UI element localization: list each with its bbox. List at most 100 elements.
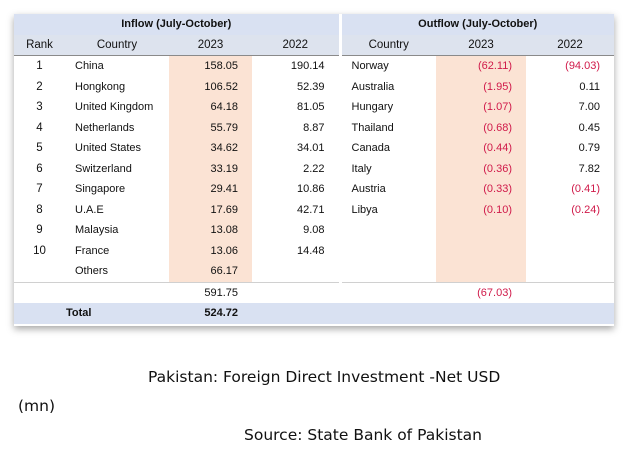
outflow-2023-header: 2023 (436, 34, 526, 56)
inflow-country-cell: Hongkong (75, 80, 126, 93)
outflow-2022-cell: 0.45 (578, 121, 601, 134)
outflow-2022-cell (526, 220, 614, 241)
outflow-2023-cell (436, 220, 526, 241)
table-row: 5 United States 34.62 34.01 Canada (0.44) 0.79 (14, 138, 614, 159)
inflow-country-cell: France (75, 244, 110, 257)
outflow-2023-cell: (0.44) (436, 138, 526, 159)
table-row: 7 Singapore 29.41 10.86 Austria (0.33) (0.41) (14, 179, 614, 200)
outflow-2022-cell (526, 261, 614, 282)
rank-cell: 6 (36, 162, 43, 175)
outflow-2022-cell: (0.24) (571, 203, 601, 216)
outflow-country-cell: Thailand (338, 117, 436, 138)
outflow-country-cell: Australia (338, 76, 436, 97)
table-row: 2 Hongkong 106.52 52.39 Australia (1.95) 0.11 (14, 76, 614, 97)
inflow-country-cell: China (75, 60, 104, 73)
inflow-2022-cell: 2.22 (303, 162, 325, 175)
outflow-2022-header: 2022 (526, 34, 615, 56)
outflow-2023-cell: (62.11) (436, 55, 526, 77)
inflow-header: Inflow (July-October) (14, 14, 340, 35)
inflow-2023-cell: 29.41 (169, 179, 252, 200)
inflow-2022-header: 2022 (252, 34, 340, 56)
outflow-2023-cell (436, 261, 526, 282)
inflow-2022-cell (252, 261, 340, 282)
inflow-2022-cell: 190.14 (290, 60, 325, 73)
outflow-2022-cell: 0.11 (579, 80, 601, 93)
outflow-2022-cell: (0.41) (571, 183, 601, 196)
outflow-2022-cell: 7.82 (578, 162, 601, 175)
outflow-2023-cell: (1.95) (436, 76, 526, 97)
outflow-2023-cell (436, 240, 526, 261)
total-row: Total 524.72 (14, 303, 615, 324)
table-row: Others 66.17 (14, 261, 614, 282)
caption-line-1: Pakistan: Foreign Direct Investment -Net… (148, 368, 501, 386)
inflow-2022-cell: 42.71 (296, 203, 325, 216)
table-body: 1 China 158.05 190.14 Norway (62.11) (94.03) 2 H… (14, 55, 615, 324)
rank-cell: 9 (36, 224, 43, 237)
rank-cell: 4 (36, 121, 43, 134)
outflow-country-cell: Italy (338, 158, 436, 179)
caption-line-2: (mn) (18, 397, 56, 415)
outflow-2022-cell: 7.00 (578, 101, 601, 114)
inflow-country-cell: U.A.E (75, 203, 104, 216)
inflow-2023-cell: 106.52 (169, 76, 252, 97)
outflow-country-cell: Libya (338, 199, 436, 220)
total-label: Total (14, 303, 169, 324)
outflow-country-cell (338, 220, 436, 241)
table-row: 10 France 13.06 14.48 (14, 240, 614, 262)
outflow-country-cell: Norway (338, 55, 436, 77)
rank-cell: 3 (36, 101, 43, 114)
outflow-country-cell: Hungary (338, 97, 436, 118)
outflow-country-cell: Austria (338, 179, 436, 200)
inflow-2023-cell: 34.62 (169, 138, 252, 159)
subtotal-outflow-2023: (67.03) (436, 281, 526, 303)
outflow-2023-cell: (0.10) (436, 199, 526, 220)
inflow-2022-cell: 81.05 (296, 101, 325, 114)
total-empty (252, 303, 615, 324)
inflow-country-cell: United States (75, 142, 142, 155)
outflow-country-cell (338, 261, 436, 282)
table-row: 1 China 158.05 190.14 Norway (62.11) (94.03) (14, 55, 614, 77)
total-value: 524.72 (169, 303, 252, 324)
inflow-2023-cell: 158.05 (169, 55, 252, 77)
inflow-country-cell: Others (75, 265, 109, 278)
inflow-country-cell: Singapore (75, 183, 126, 196)
table-row: 6 Switzerland 33.19 2.22 Italy (0.36) 7.82 (14, 158, 614, 179)
inflow-2023-cell: 55.79 (169, 117, 252, 138)
inflow-2022-cell: 14.48 (296, 244, 325, 257)
table-row: 9 Malaysia 13.08 9.08 (14, 220, 614, 241)
outflow-2023-cell: (0.36) (436, 158, 526, 179)
outflow-2022-cell: (94.03) (565, 60, 601, 73)
inflow-2023-header: 2023 (169, 34, 252, 56)
rank-cell: 1 (36, 60, 43, 73)
inflow-2023-cell: 13.06 (169, 240, 252, 261)
inflow-2023-cell: 64.18 (169, 97, 252, 118)
subtotal-inflow-2023: 591.75 (169, 281, 252, 303)
rank-cell: 8 (36, 203, 43, 216)
inflow-2022-cell: 52.39 (296, 80, 325, 93)
inflow-country-cell: Malaysia (75, 224, 119, 237)
subtotal-empty (14, 281, 65, 303)
inflow-2022-cell: 10.86 (296, 183, 325, 196)
subtotal-row: 591.75 (67.03) (14, 281, 615, 303)
inflow-2023-cell: 13.08 (169, 220, 252, 241)
outflow-2023-cell: (1.07) (436, 97, 526, 118)
outflow-2023-cell: (0.33) (436, 179, 526, 200)
inflow-2023-cell: 33.19 (169, 158, 252, 179)
rank-cell: 10 (33, 244, 46, 257)
rank-cell: 5 (36, 142, 43, 155)
inflow-country-cell: Switzerland (75, 162, 132, 175)
inflow-2022-cell: 8.87 (303, 121, 325, 134)
table-row: 3 United Kingdom 64.18 81.05 Hungary (1.07) 7.… (14, 97, 614, 118)
inflow-country-header: Country (65, 34, 169, 56)
inflow-country-cell: Netherlands (75, 121, 135, 134)
outflow-country-cell: Canada (338, 138, 436, 159)
fdi-table-card: Inflow (July-October) Outflow (July-Octo… (14, 14, 615, 326)
inflow-2023-cell: 66.17 (169, 261, 252, 282)
group-header-row: Inflow (July-October) Outflow (July-Octo… (14, 14, 615, 35)
outflow-2022-cell (526, 241, 614, 262)
rank-cell (14, 261, 65, 282)
table-row: 8 U.A.E 17.69 42.71 Libya (0.10) (0.24) (14, 199, 614, 220)
outflow-2023-cell: (0.68) (436, 117, 526, 138)
inflow-country-cell: United Kingdom (75, 101, 154, 114)
outflow-country-header: Country (338, 34, 436, 56)
